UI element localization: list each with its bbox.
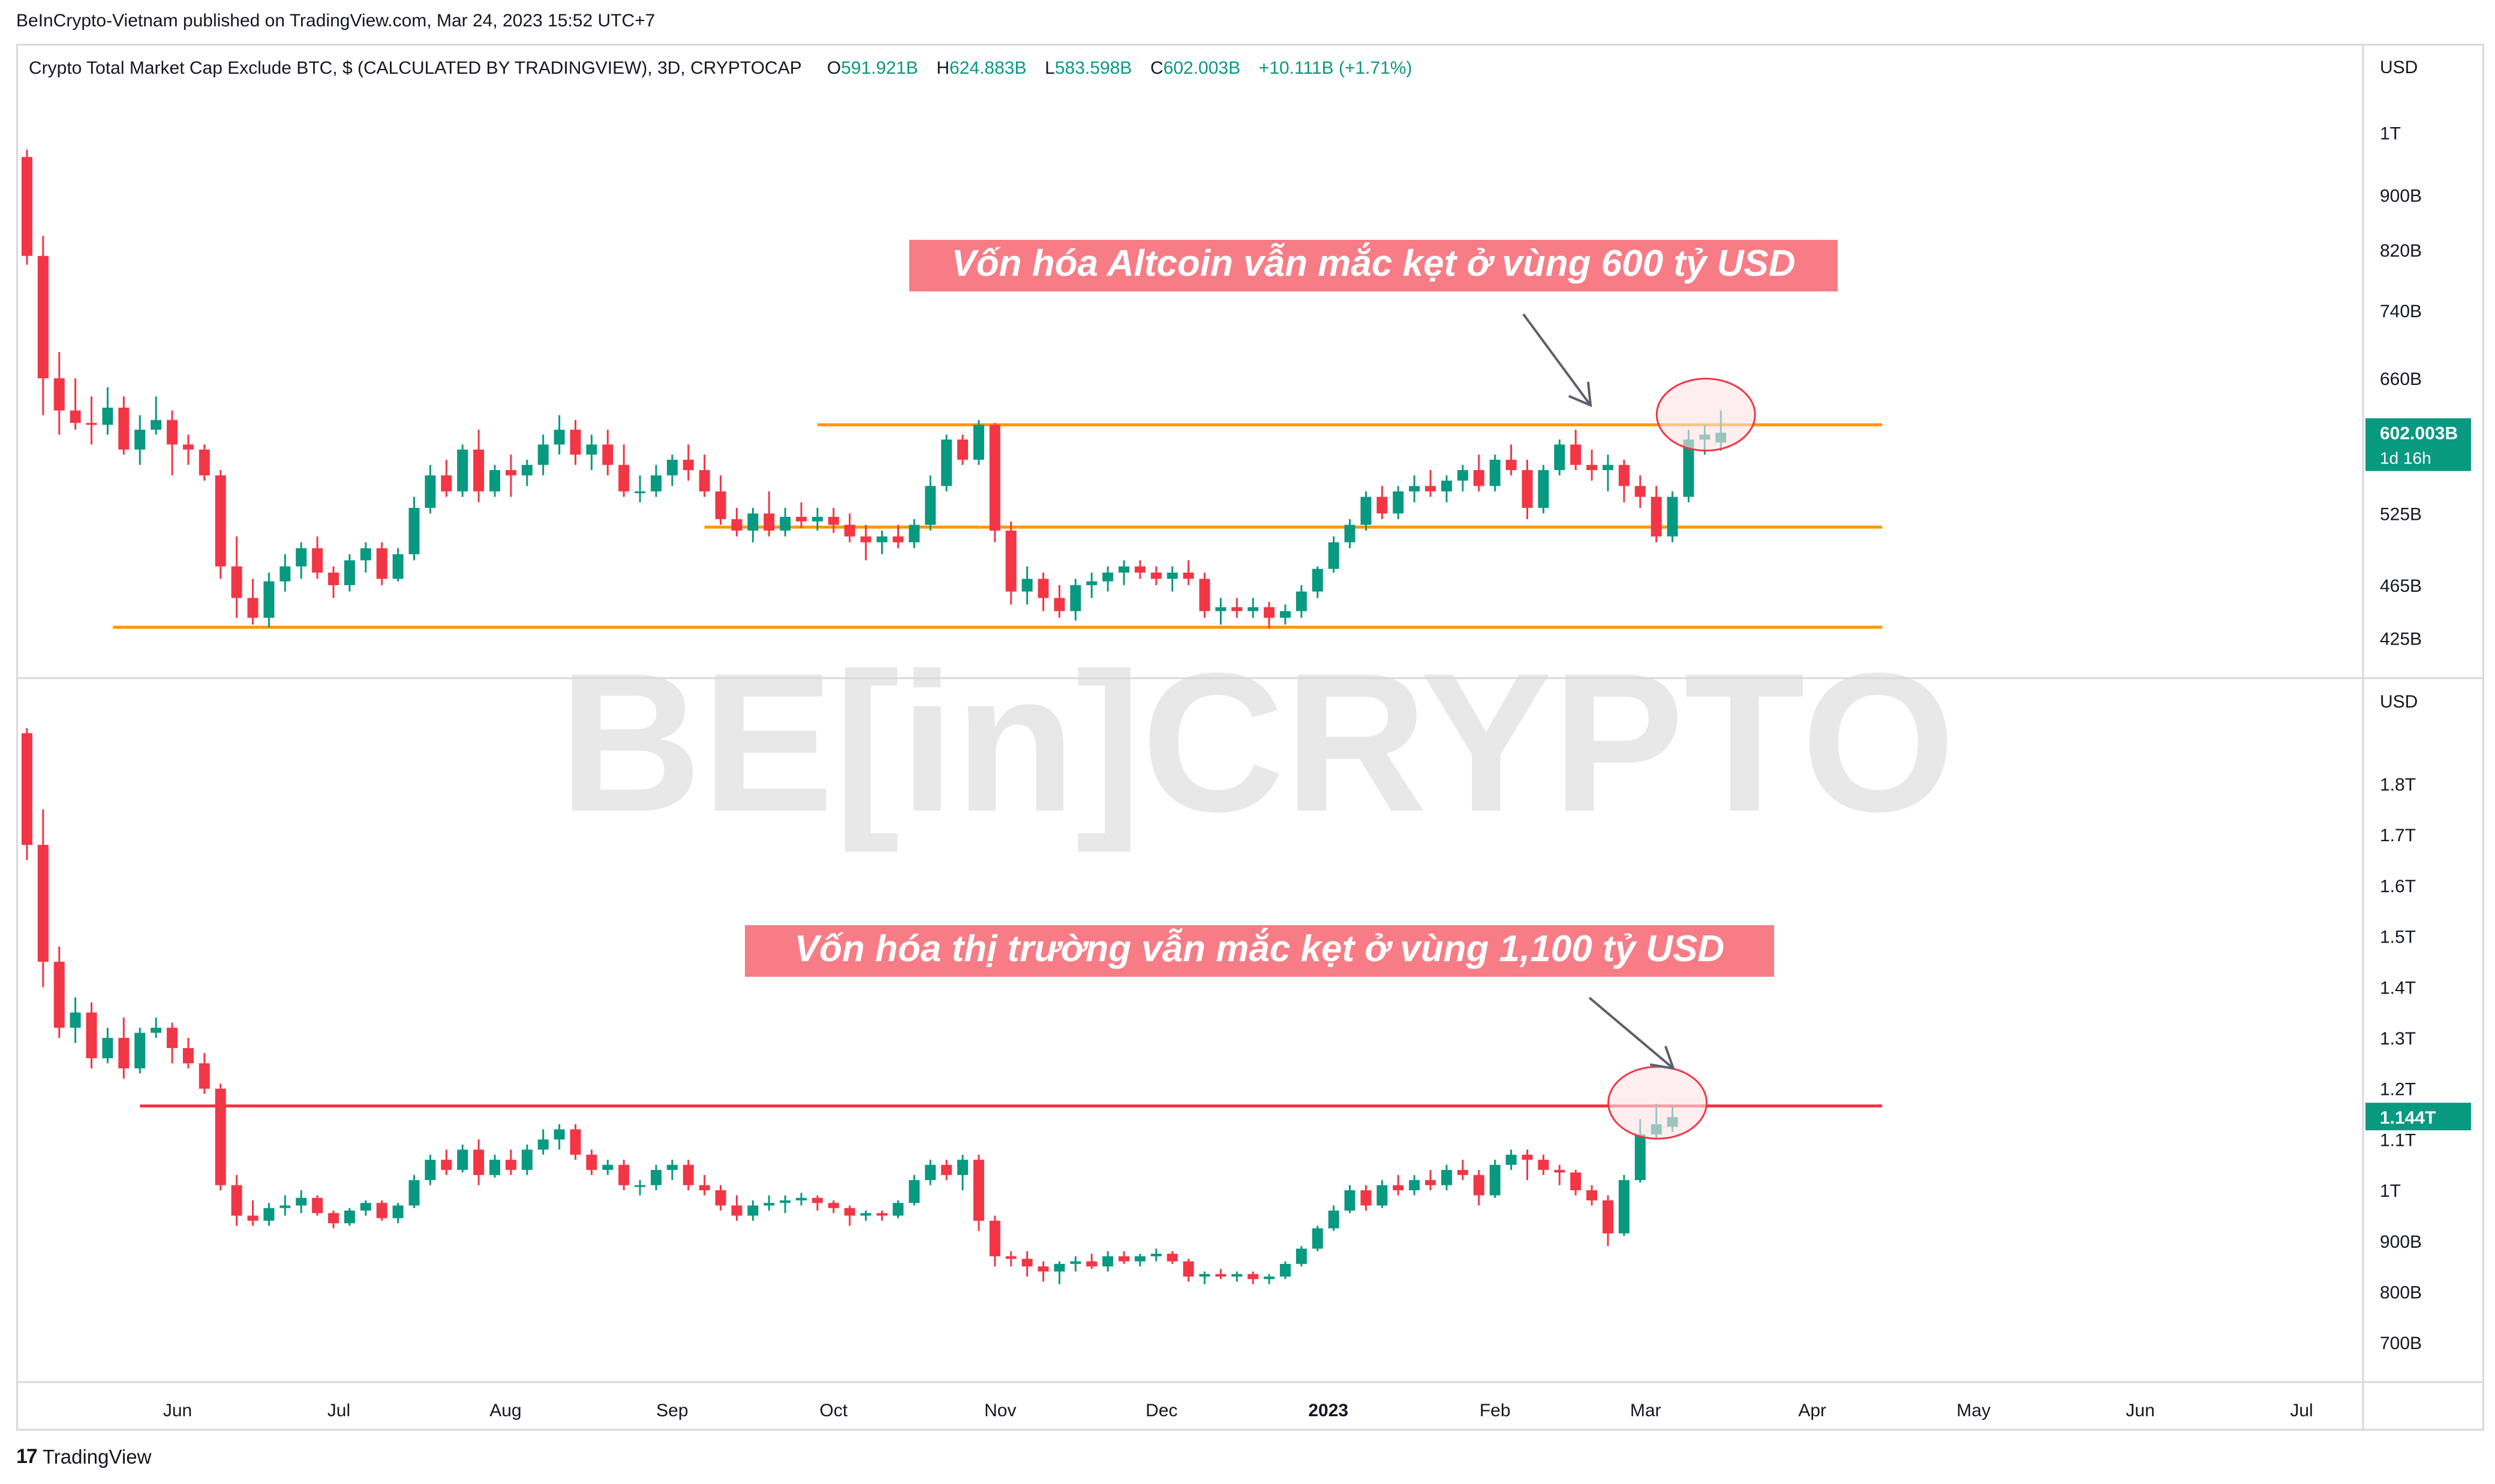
high-label: H xyxy=(936,58,950,78)
open-value: 591.921B xyxy=(841,58,918,78)
close-value: 602.003B xyxy=(1163,58,1241,78)
open-label: O xyxy=(826,58,841,78)
tradingview-logo[interactable]: 17 TradingView xyxy=(16,1445,151,1468)
publisher-line: BeInCrypto-Vietnam published on TradingV… xyxy=(16,11,656,31)
high-value: 624.883B xyxy=(949,58,1027,78)
chart-frame xyxy=(16,44,2484,1431)
close-label: C xyxy=(1150,58,1164,78)
change-value: +10.111B (+1.71%) xyxy=(1258,58,1412,78)
symbol-legend[interactable]: Crypto Total Market Cap Exclude BTC, $ (… xyxy=(29,58,1412,79)
low-label: L xyxy=(1045,58,1055,78)
low-value: 583.598B xyxy=(1054,58,1132,78)
tradingview-logo-text: TradingView xyxy=(42,1445,152,1468)
tradingview-logo-icon: 17 xyxy=(16,1445,38,1468)
symbol-title: Crypto Total Market Cap Exclude BTC, $ (… xyxy=(29,58,802,78)
